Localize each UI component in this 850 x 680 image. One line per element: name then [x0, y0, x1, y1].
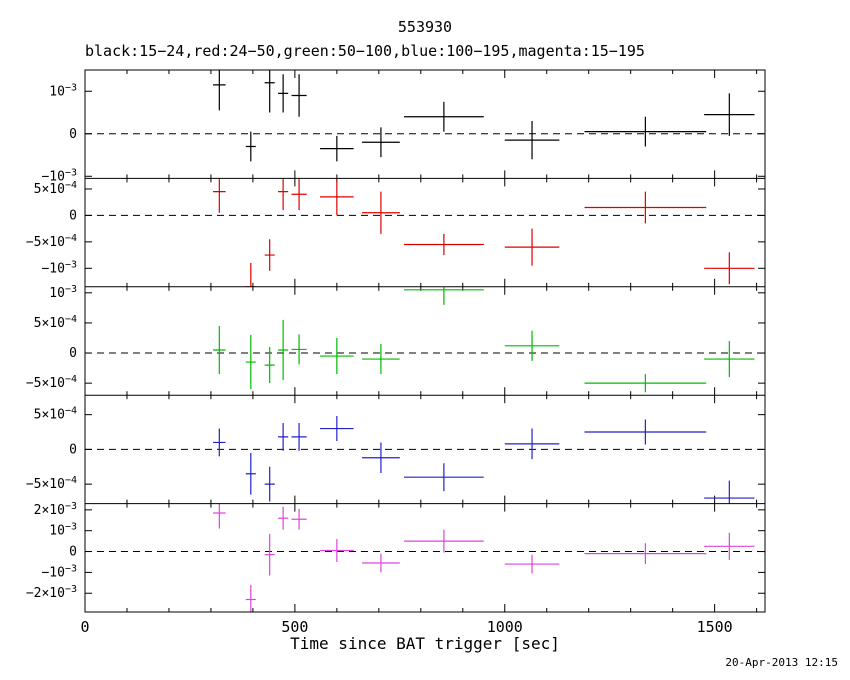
series-magenta [213, 503, 755, 613]
y-tick-label: 0 [69, 208, 77, 223]
y-tick-label: 10−3 [49, 82, 77, 99]
y-tick-label: 5×10−4 [34, 180, 77, 197]
panel-magenta: 2×10−3 10−3 0 −10−3 −2×10−3 [26, 501, 765, 613]
y-tick-label: 2×10−3 [34, 501, 77, 518]
series-black [213, 70, 755, 162]
x-tick-label: 1000 [487, 618, 523, 636]
panel-black: 10−3 0 −10−3 [41, 70, 765, 184]
y-tick-label: −2×10−3 [26, 584, 77, 601]
energy-band-legend: black:15−24,red:24−50,green:50−100,blue:… [85, 42, 645, 60]
x-tick-label: 500 [281, 618, 308, 636]
x-tick-label: 1500 [697, 618, 733, 636]
panel-red: 5×10−4 0 −5×10−4 −10−3 [26, 178, 765, 287]
y-tick-label: −5×10−4 [26, 374, 77, 391]
y-tick-label: −10−3 [41, 563, 77, 580]
creation-timestamp: 20-Apr-2013 12:15 [725, 656, 838, 669]
y-tick-label: 5×10−4 [34, 406, 77, 423]
y-tick-label: 10−3 [49, 284, 77, 301]
y-tick-label: 0 [69, 545, 77, 560]
x-axis-label: Time since BAT trigger [sec] [290, 634, 560, 653]
x-tick-label: 0 [80, 618, 89, 636]
plot-frame [84, 69, 766, 613]
y-tick-label: −10−3 [41, 167, 77, 184]
y-tick-label: 5×10−4 [34, 314, 77, 331]
y-tick-label: 0 [69, 346, 77, 361]
panel-blue: 5×10−4 0 −5×10−4 [26, 395, 765, 504]
series-red [213, 178, 755, 287]
y-tick-label: 10−3 [49, 522, 77, 539]
y-tick-label: 0 [69, 442, 77, 457]
series-green [213, 286, 755, 393]
y-tick-label: −10−3 [41, 259, 77, 276]
panel-green: 10−3 5×10−4 0 −5×10−4 [26, 284, 765, 396]
plot-title: 553930 [397, 18, 453, 36]
y-tick-label: −5×10−4 [26, 233, 77, 250]
y-tick-label: 0 [69, 127, 77, 142]
series-blue [213, 416, 755, 504]
y-tick-label: −5×10−4 [26, 475, 77, 492]
